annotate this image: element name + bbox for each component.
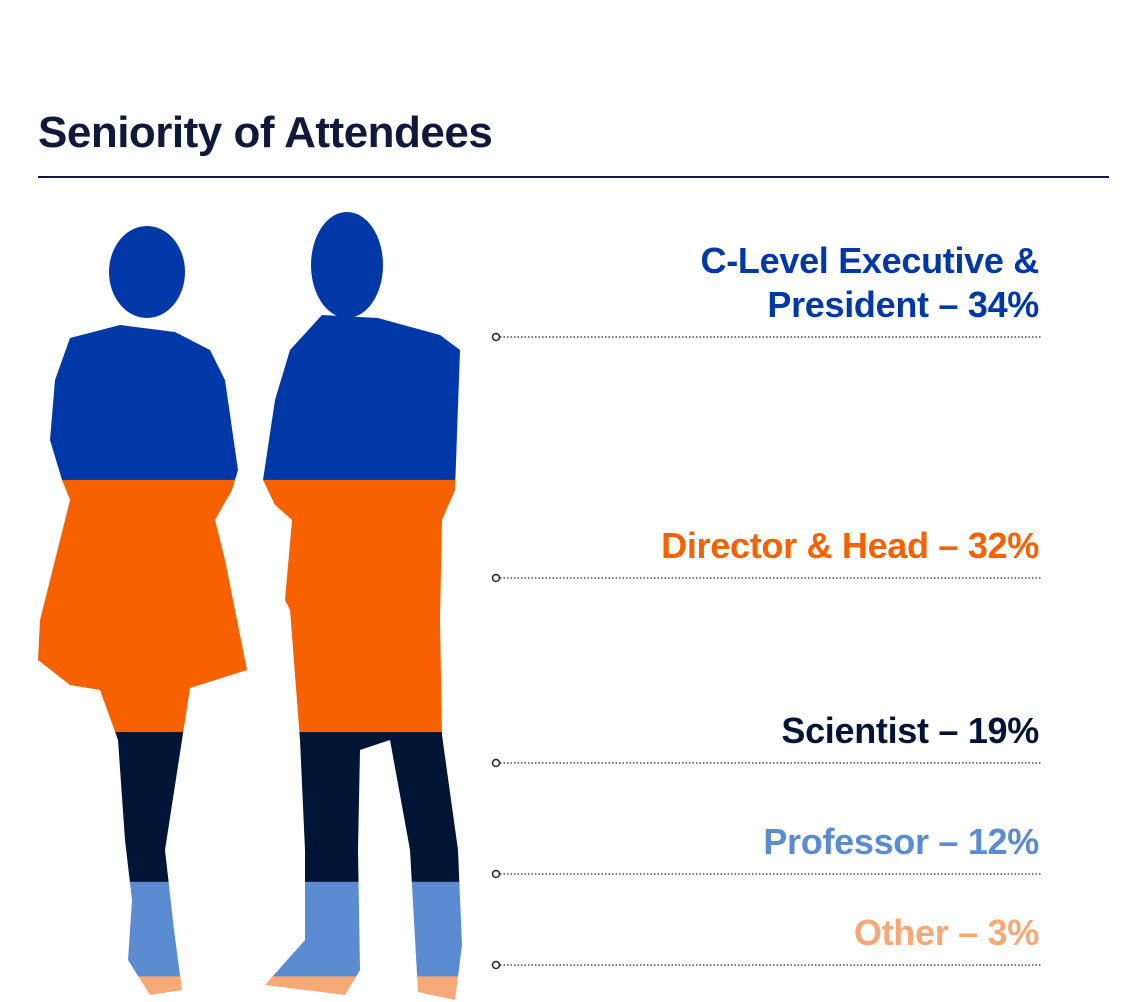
title-rule: [38, 176, 1109, 178]
leader-dot: [491, 960, 501, 970]
seniority-band: [38, 881, 462, 977]
category-label: C-Level Executive & President – 34%: [700, 240, 1040, 325]
leader-dot: [491, 332, 501, 342]
leader-dot: [491, 758, 501, 768]
category-label: Other – 3%: [853, 912, 1039, 953]
category-label: Director & Head – 32%: [661, 525, 1039, 566]
seniority-band: [38, 976, 462, 1000]
seniority-band: [38, 479, 462, 733]
seniority-band: [38, 732, 462, 883]
category-label: Professor – 12%: [763, 821, 1039, 862]
chart-title: Seniority of Attendees: [38, 108, 493, 157]
leader-dot: [491, 869, 501, 879]
leader-dot: [491, 573, 501, 583]
category-label: Scientist – 19%: [781, 710, 1039, 751]
seniority-band: [38, 212, 462, 481]
